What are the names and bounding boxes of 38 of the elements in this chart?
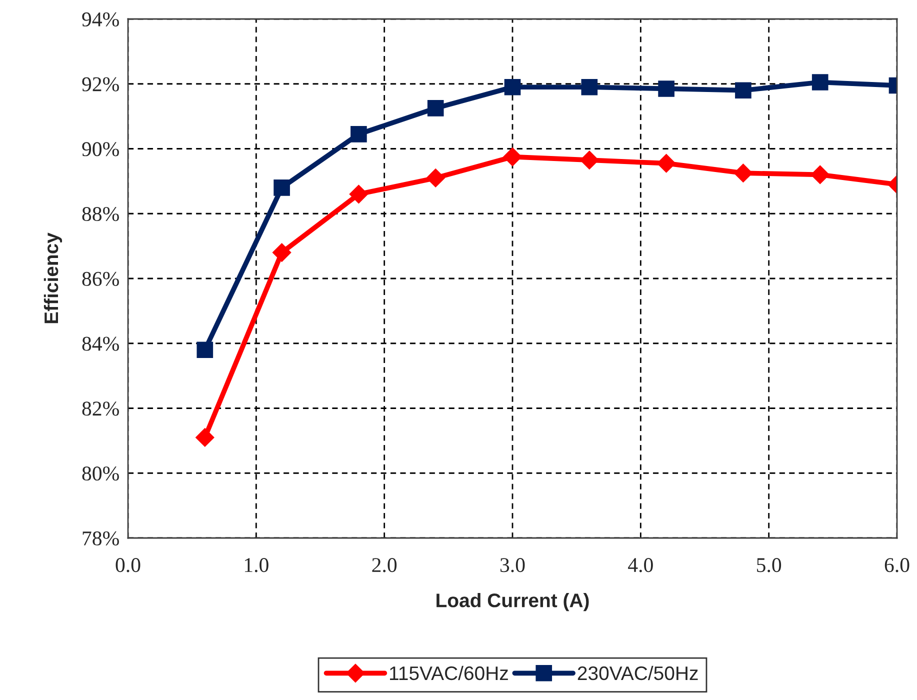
point — [196, 342, 214, 358]
x-tick-label: 3.0 — [500, 558, 525, 572]
y-tick-label: 94% — [82, 12, 119, 26]
point — [735, 82, 752, 99]
y-tick-label: 90% — [82, 142, 119, 156]
y-tick-label: 84% — [82, 336, 119, 351]
point — [196, 428, 214, 447]
x-axis-title: Load Current (A) — [436, 593, 589, 612]
point — [503, 148, 522, 166]
legend-label: 115VAC/60Hz — [390, 666, 508, 680]
y-tick-label: 78% — [82, 531, 119, 546]
x-tick-label: 4.0 — [628, 558, 653, 572]
point — [656, 154, 676, 173]
legend-label: 230VAC/50Hz — [578, 666, 698, 680]
point — [580, 150, 599, 170]
point — [734, 164, 753, 182]
point — [810, 165, 830, 184]
y-tick-label: 92% — [82, 77, 119, 92]
y-tick-label: 86% — [82, 272, 119, 286]
point — [274, 180, 290, 196]
point — [812, 74, 828, 90]
point — [658, 80, 674, 97]
x-tick-label: 6.0 — [884, 558, 910, 572]
point — [581, 78, 598, 96]
point — [350, 126, 367, 142]
point — [427, 100, 444, 116]
point — [426, 168, 445, 188]
y-axis-title: Efficiency — [44, 232, 62, 324]
x-tick-label: 2.0 — [372, 558, 397, 572]
point — [504, 78, 521, 96]
x-tick-label: 5.0 — [757, 558, 782, 572]
y-tick-label: 80% — [82, 466, 119, 481]
point — [272, 243, 292, 262]
x-tick-label: 1.0 — [244, 558, 268, 572]
x-tick-label: 0.0 — [116, 558, 140, 572]
point — [349, 184, 368, 204]
y-tick-label: 82% — [82, 402, 119, 416]
y-tick-label: 88% — [82, 207, 119, 222]
